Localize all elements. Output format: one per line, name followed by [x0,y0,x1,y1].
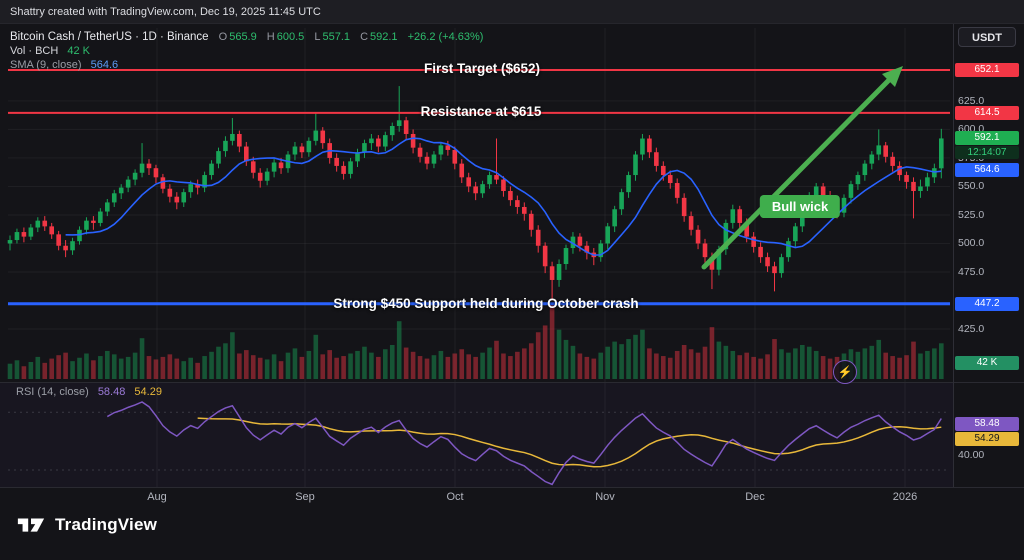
time-label-oct: Oct [446,491,464,503]
legend-row-volume[interactable]: Vol · BCH 42 K [10,44,483,58]
time-label-dec: Dec [745,491,765,503]
footer-brand[interactable]: TradingView [16,514,157,536]
last-price-pill: 592.1 [955,131,1019,145]
price-scale-divider [953,24,954,487]
time-axis-divider [0,487,1024,488]
time-label-nov: Nov [595,491,615,503]
countdown-pill: 12:14:07 [955,146,1019,159]
sma-indicator-value: 564.6 [90,59,119,71]
sma-indicator-label[interactable]: SMA (9, close) [10,59,82,71]
time-label-sep: Sep [295,491,315,503]
price-tick: 550.0 [958,180,985,193]
price-tick: 475.0 [958,265,985,278]
rsi-value-pill: 58.48 [955,417,1019,431]
rsi-scale-tick: 40.00 [958,449,985,461]
price-tick: 425.0 [958,323,985,335]
support-price-pill: 447.2 [955,297,1019,311]
resistance-price-pill: 614.5 [955,106,1019,120]
support-annotation[interactable]: Strong $450 Support held during October … [333,296,639,311]
high-label: H [266,31,275,43]
rsi-value: 58.48 [97,386,126,398]
time-label-aug: Aug [147,491,167,503]
target-price-pill: 652.1 [955,63,1019,77]
symbol-legend: Bitcoin Cash / TetherUS · 1D · Binance O… [10,30,483,72]
currency-toggle-button[interactable]: USDT [958,27,1016,47]
close-value: 592.1 [370,31,398,43]
resistance-annotation[interactable]: Resistance at $615 [420,104,542,119]
lightning-button[interactable]: ⚡ [833,360,857,384]
volume-indicator-label[interactable]: Vol · BCH [10,45,59,57]
rsi-ma-value: 54.29 [134,386,162,398]
first-target-annotation[interactable]: First Target ($652) [423,61,541,76]
price-tick: 625.0 [958,94,985,107]
high-value: 600.5 [276,31,305,43]
close-label: C [360,31,369,43]
legend-row-sma[interactable]: SMA (9, close) 564.6 [10,58,483,72]
change-value: +26.2 (+4.63%) [407,31,484,43]
price-tick: 500.0 [958,237,985,250]
tradingview-brand-text: TradingView [55,515,158,534]
low-label: L [314,31,321,43]
pane-divider[interactable] [0,382,1024,383]
open-label: O [218,31,228,43]
bull-wick-label[interactable]: Bull wick [759,195,841,218]
legend-row-symbol[interactable]: Bitcoin Cash / TetherUS · 1D · Binance O… [10,30,483,44]
tradingview-logo-icon [17,518,45,532]
attribution-text: Shattry created with TradingView.com, De… [10,6,321,18]
rsi-ma-pill: 54.29 [955,432,1019,446]
rsi-indicator-label[interactable]: RSI (14, close) [16,386,89,398]
symbol-title[interactable]: Bitcoin Cash / TetherUS · 1D · Binance [10,31,209,43]
volume-indicator-value: 42 K [67,45,90,57]
price-tick: 525.0 [958,208,985,221]
lightning-icon: ⚡ [837,365,853,379]
sma-price-pill: 564.6 [955,163,1019,177]
low-value: 557.1 [322,31,350,43]
rsi-legend[interactable]: RSI (14, close) 58.48 54.29 [16,386,162,398]
time-label-2026: 2026 [892,491,918,503]
volume-pill: 42 K [955,356,1019,370]
open-value: 565.9 [229,31,257,43]
attribution-bar: Shattry created with TradingView.com, De… [0,0,1024,24]
